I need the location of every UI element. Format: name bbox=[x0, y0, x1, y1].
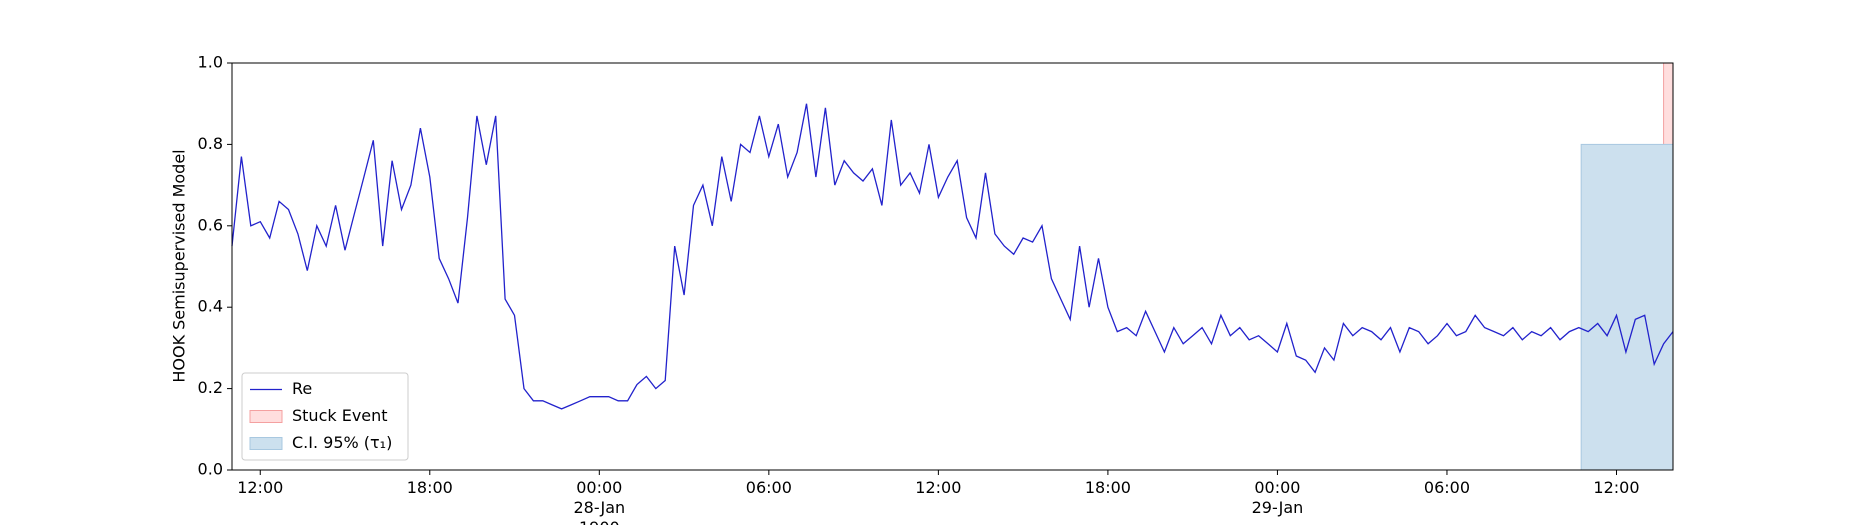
x-tick-label: 12:00 bbox=[1593, 478, 1640, 497]
x-tick-label: 18:00 bbox=[406, 478, 453, 497]
x-tick-label: 12:00 bbox=[915, 478, 962, 497]
legend-box bbox=[241, 372, 409, 461]
legend-label: Re bbox=[292, 379, 312, 398]
y-tick-label: 0.4 bbox=[198, 297, 223, 316]
y-tick-label: 0.0 bbox=[198, 460, 223, 479]
x-tick-label: 18:00 bbox=[1084, 478, 1131, 497]
x-tick-label: 12:00 bbox=[237, 478, 284, 497]
legend-swatch bbox=[249, 410, 283, 423]
y-tick-label: 0.6 bbox=[198, 215, 223, 234]
y-tick-label: 1.0 bbox=[198, 53, 223, 72]
x-tick-label: 00:00 29-Jan bbox=[1251, 478, 1304, 517]
plot-frame bbox=[231, 62, 1674, 471]
y-tick-label: 0.8 bbox=[198, 134, 223, 153]
legend-label: C.I. 95% (τ₁) bbox=[292, 433, 392, 452]
x-tick-label: 06:00 bbox=[1423, 478, 1471, 497]
span bbox=[1580, 143, 1674, 471]
x-tick-label: 00:00 28-Jan 1900 bbox=[573, 478, 626, 525]
y-tick-label: 0.2 bbox=[198, 378, 223, 397]
legend-label: Stuck Event bbox=[292, 406, 388, 425]
line bbox=[231, 103, 1674, 410]
x-tick-label: 06:00 bbox=[745, 478, 792, 497]
legend-swatch bbox=[249, 437, 283, 450]
y-axis-label: HOOK Semisupervised Model bbox=[170, 149, 189, 382]
